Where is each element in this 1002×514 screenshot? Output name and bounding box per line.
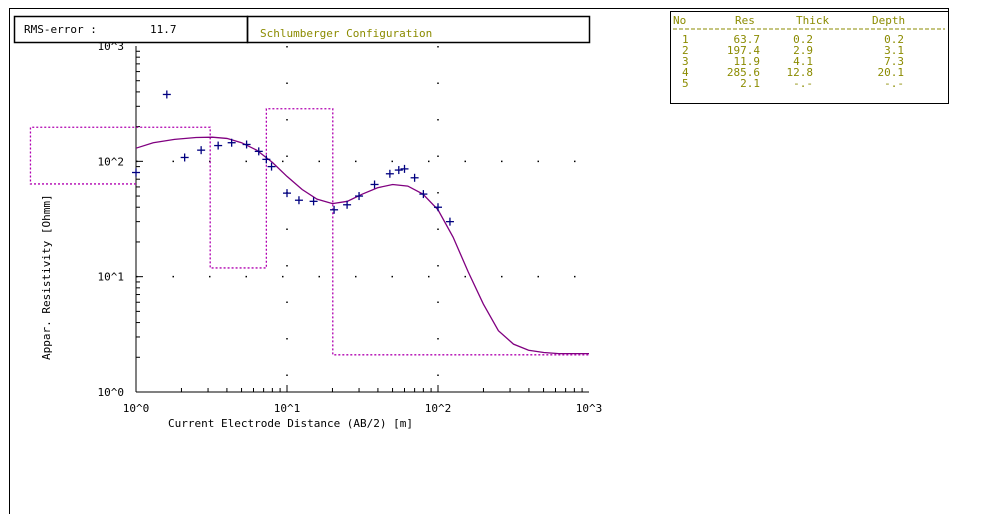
data-point: [214, 141, 223, 150]
table-cell: 2: [682, 44, 689, 57]
rms-error-value: 11.7: [150, 23, 177, 36]
data-point: [294, 196, 303, 205]
table-cell: 0.2: [793, 33, 813, 46]
data-point: [343, 200, 352, 209]
table-header-cell: Depth: [872, 14, 905, 27]
y-tick-label: 10^0: [98, 386, 125, 399]
chart-title: Schlumberger Configuration: [260, 27, 432, 40]
table-cell: 63.7: [734, 33, 761, 46]
table-cell: 3: [682, 55, 689, 68]
data-point: [162, 90, 171, 99]
table-cell: 5: [682, 77, 689, 90]
table-cell: 12.8: [787, 66, 814, 79]
x-tick-label: 10^2: [425, 402, 452, 415]
data-point: [370, 180, 379, 189]
table-cell: -.-: [793, 77, 813, 90]
data-point: [254, 147, 263, 156]
table-cell: 4: [682, 66, 689, 79]
table-cell: 4.1: [793, 55, 813, 68]
calculated-curve: [135, 136, 589, 355]
table-cell: 20.1: [878, 66, 905, 79]
data-point: [410, 173, 419, 182]
x-tick-label: 10^1: [274, 402, 301, 415]
table-cell: -.-: [884, 77, 904, 90]
table-header-cell: Res: [735, 14, 755, 27]
data-point: [419, 190, 428, 199]
data-point: [267, 162, 276, 171]
layer-table-box: [670, 11, 949, 104]
table-cell: 2.9: [793, 44, 813, 57]
table-cell: 3.1: [884, 44, 904, 57]
data-point: [180, 153, 189, 162]
data-point: [262, 155, 271, 164]
data-point: [309, 197, 318, 206]
table-header-cell: Thick: [796, 14, 829, 27]
y-tick-label: 10^2: [98, 155, 125, 168]
data-point: [132, 168, 140, 177]
table-cell: 197.4: [727, 44, 760, 57]
y-tick-label: 10^3: [98, 40, 125, 53]
data-point: [283, 189, 291, 198]
title-box: [246, 15, 591, 44]
table-cell: 11.9: [734, 55, 761, 68]
y-axis-label: Appar. Resistivity [Ohmm]: [40, 194, 53, 360]
x-axis-label: Current Electrode Distance (AB/2) [m]: [168, 417, 413, 430]
layer-table: No Res Thick Depth 1 63.7 0.2 0.2 2 197.4 2.9 3.1 3 1…: [673, 14, 945, 90]
data-point: [242, 140, 251, 149]
table-cell: 1: [682, 33, 689, 46]
data-point: [385, 169, 394, 178]
x-tick-label: 10^0: [123, 402, 150, 415]
table-cell: 7.3: [884, 55, 904, 68]
y-tick-label: 10^1: [98, 271, 125, 284]
chart-plot: 10^0 10^1 10^2 10^3 10^0 10^1 10^2 10^3: [29, 40, 603, 415]
x-tick-label: 10^3: [576, 402, 603, 415]
data-point: [227, 138, 236, 147]
data-point: [355, 192, 364, 201]
table-cell: 285.6: [727, 66, 760, 79]
data-point: [197, 146, 206, 155]
data-point: [330, 205, 339, 214]
table-header-cell: No: [673, 14, 686, 27]
rms-error-label: RMS-error :: [24, 23, 97, 36]
table-cell: 0.2: [884, 33, 904, 46]
data-point: [434, 203, 442, 212]
data-point: [400, 164, 409, 173]
rms-error-box: [13, 15, 249, 44]
data-point: [394, 166, 403, 175]
table-cell: 2.1: [740, 77, 760, 90]
layer-model-line: [29, 108, 589, 356]
data-point: [445, 217, 454, 226]
